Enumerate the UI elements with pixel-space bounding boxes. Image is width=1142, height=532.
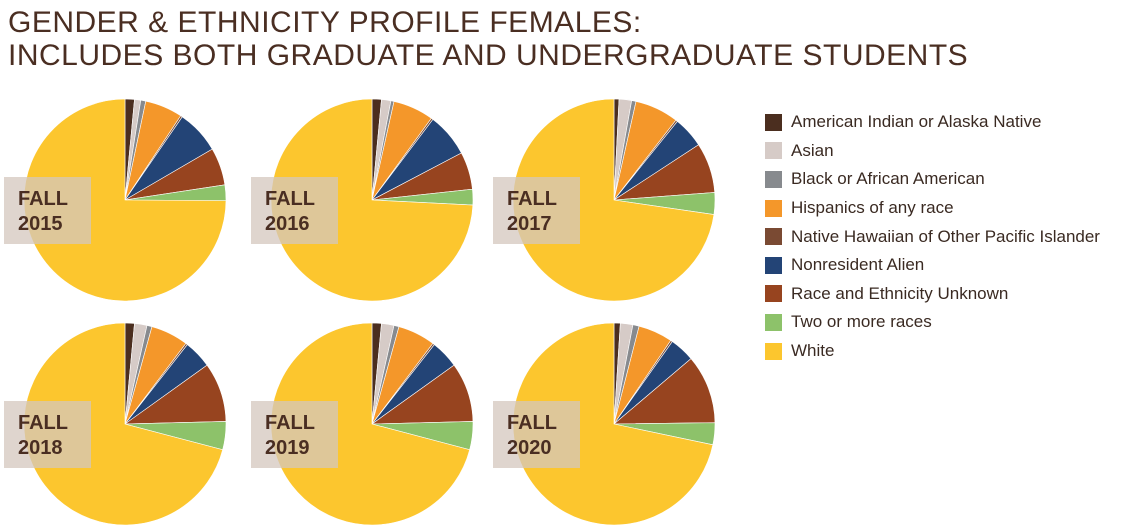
legend-swatch-american-indian-or-alaska-native [765, 113, 782, 131]
legend-swatch-white [765, 342, 782, 360]
slice-white-2016 [270, 98, 474, 302]
legend-label-black-or-african-american: Black or African American [791, 169, 985, 189]
slice-white-2019 [270, 322, 471, 526]
year-label-line2-2017: 2017 [507, 213, 552, 235]
slice-white-2017 [512, 98, 715, 302]
year-label-box-2018 [4, 401, 91, 468]
legend-swatch-two-or-more-races [765, 313, 782, 331]
year-label-box-2017 [493, 177, 580, 244]
slice-white-2020 [512, 322, 714, 526]
year-label-line1-2020: FALL [507, 412, 557, 434]
year-label-line2-2016: 2016 [265, 213, 310, 235]
legend-label-two-or-more-races: Two or more races [791, 312, 932, 332]
legend-item-white: White [765, 337, 1100, 366]
legend-label-american-indian-or-alaska-native: American Indian or Alaska Native [791, 112, 1042, 132]
legend-label-race-and-ethnicity-unknown: Race and Ethnicity Unknown [791, 283, 1009, 303]
year-label-line2-2019: 2019 [265, 437, 310, 459]
chart-title-line-1: GENDER & ETHNICITY PROFILE FEMALES: [8, 6, 642, 39]
legend-item-two-or-more-races: Two or more races [765, 308, 1100, 337]
legend-label-hispanics-of-any-race: Hispanics of any race [791, 198, 954, 218]
year-label-line1-2017: FALL [507, 188, 557, 210]
year-label-line2-2015: 2015 [18, 213, 63, 235]
slice-white-2015 [23, 98, 227, 302]
year-label-line2-2018: 2018 [18, 437, 63, 459]
year-label-box-2019 [251, 401, 338, 468]
slice-white-2018 [23, 322, 224, 526]
legend-swatch-asian [765, 142, 782, 160]
year-label-box-2016 [251, 177, 338, 244]
legend-item-american-indian-or-alaska-native: American Indian or Alaska Native [765, 108, 1100, 137]
legend: American Indian or Alaska Native Asian Bla… [765, 108, 1100, 365]
year-label-line1-2019: FALL [265, 412, 315, 434]
pie-fall-2020: FALL 2020 [493, 322, 716, 526]
legend-label-nonresident-alien: Nonresident Alien [791, 255, 925, 275]
legend-item-black-or-african-american: Black or African American [765, 165, 1100, 194]
year-label-line1-2016: FALL [265, 188, 315, 210]
pie-fall-2016: FALL 2016 [251, 98, 474, 302]
legend-swatch-black-or-african-american [765, 170, 782, 188]
slice-race-and-ethnicity-unknown-2020 [613, 358, 716, 425]
year-label-box-2020 [493, 401, 580, 468]
legend-item-race-and-ethnicity-unknown: Race and Ethnicity Unknown [765, 280, 1100, 309]
legend-label-asian: Asian [791, 140, 834, 160]
pie-fall-2019: FALL 2019 [251, 322, 474, 526]
year-label-box-2015 [4, 177, 91, 244]
year-label-line1-2015: FALL [18, 188, 68, 210]
pie-charts: FALL 2015 FALL 2016 FALL 2017 FALL 2018 FALL 2019… [4, 98, 716, 526]
chart-title: GENDER & ETHNICITY PROFILE FEMALES: INCL… [8, 6, 968, 72]
pie-fall-2017: FALL 2017 [493, 98, 716, 302]
legend-label-native-hawaiian-of-other-pacific-islander: Native Hawaiian of Other Pacific Islande… [791, 226, 1100, 246]
pie-fall-2015: FALL 2015 [4, 98, 227, 302]
legend-swatch-race-and-ethnicity-unknown [765, 285, 782, 303]
year-label-line2-2020: 2020 [507, 437, 552, 459]
legend-item-asian: Asian [765, 137, 1100, 166]
legend-item-nonresident-alien: Nonresident Alien [765, 251, 1100, 280]
legend-label-white: White [791, 341, 835, 361]
year-label-line1-2018: FALL [18, 412, 68, 434]
legend-swatch-nonresident-alien [765, 256, 782, 274]
chart-title-line-2: INCLUDES BOTH GRADUATE AND UNDERGRADUATE… [8, 39, 969, 72]
pie-fall-2018: FALL 2018 [4, 322, 227, 526]
legend-item-native-hawaiian-of-other-pacific-islander: Native Hawaiian of Other Pacific Islande… [765, 222, 1100, 251]
legend-swatch-hispanics-of-any-race [765, 199, 782, 217]
legend-item-hispanics-of-any-race: Hispanics of any race [765, 194, 1100, 223]
legend-swatch-native-hawaiian-of-other-pacific-islander [765, 228, 782, 246]
